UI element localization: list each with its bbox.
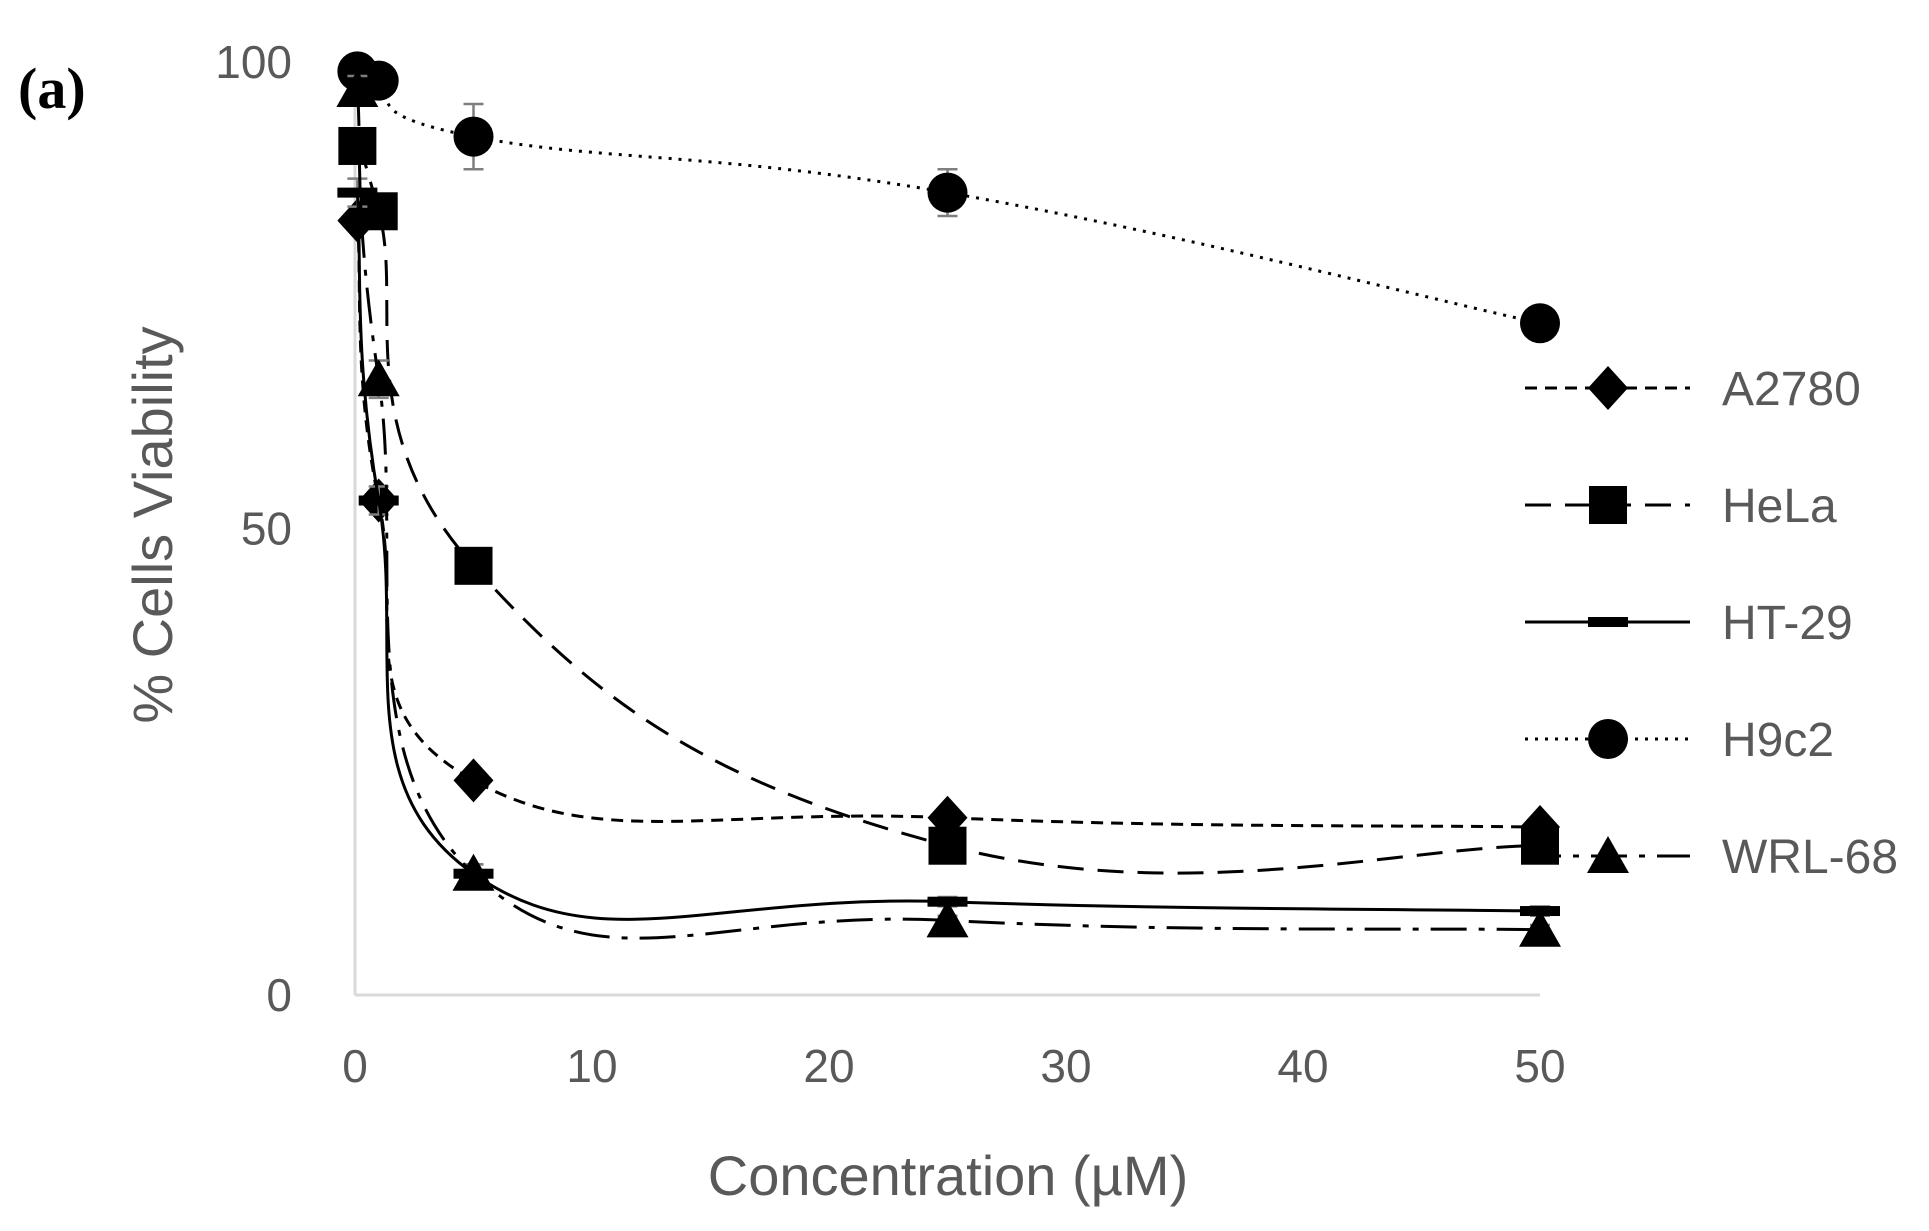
legend: A2780 HeLa HT-29 H9c2 WRL-68 (1525, 363, 1898, 884)
series-line (355, 89, 1541, 940)
data-point (928, 826, 967, 865)
y-axis-title: % Cells Viability (121, 326, 184, 723)
x-tick-label: 50 (1514, 1040, 1565, 1092)
series-line (355, 192, 1541, 921)
y-tick-label: 50 (241, 503, 292, 555)
legend-marker (1587, 836, 1629, 873)
legend-label: WRL-68 (1722, 831, 1898, 884)
series-line (355, 145, 1541, 875)
data-point (1519, 909, 1561, 947)
data-point (358, 495, 399, 506)
data-point (452, 853, 495, 891)
data-point (338, 126, 377, 165)
legend-item: A2780 (1525, 363, 1861, 416)
legend-item: HeLa (1525, 480, 1837, 533)
data-point (453, 758, 494, 803)
series-wrl-68 (336, 69, 1561, 947)
legend-item: H9c2 (1525, 714, 1834, 767)
data-point (1520, 303, 1560, 344)
x-tick-label: 40 (1277, 1040, 1328, 1092)
data-point (336, 69, 379, 107)
legend-item: HT-29 (1525, 597, 1853, 650)
x-axis-title: Concentration (µM) (708, 1144, 1188, 1207)
legend-label: HT-29 (1722, 597, 1853, 650)
legend-marker (1588, 617, 1628, 627)
plot-area (336, 51, 1561, 947)
legend-marker (1588, 366, 1628, 410)
series-a2780 (337, 198, 1560, 850)
legend-label: HeLa (1722, 480, 1837, 533)
data-point (454, 546, 493, 585)
legend-label: H9c2 (1722, 714, 1834, 767)
x-tick-label: 10 (566, 1040, 617, 1092)
x-tick-labels: 0 10 20 30 40 50 (342, 1040, 1565, 1092)
y-tick-labels: 0 50 100 (215, 36, 292, 1021)
data-point (453, 116, 494, 157)
data-point (926, 900, 969, 938)
legend-marker (1589, 486, 1627, 524)
data-point (337, 187, 378, 198)
x-tick-label: 20 (803, 1040, 854, 1092)
y-tick-label: 0 (266, 969, 292, 1021)
series-h9c2 (337, 51, 1560, 344)
data-point (357, 359, 400, 397)
panel-label: (a) (18, 56, 86, 121)
legend-item: WRL-68 (1525, 831, 1898, 884)
x-tick-label: 30 (1040, 1040, 1091, 1092)
data-point (1521, 826, 1559, 865)
data-point (927, 172, 968, 213)
x-tick-label: 0 (342, 1040, 368, 1092)
series-hela (338, 126, 1559, 875)
series-line (355, 220, 1541, 829)
legend-marker (1588, 719, 1628, 759)
data-point (359, 192, 398, 231)
legend-label: A2780 (1722, 363, 1861, 416)
y-tick-label: 100 (215, 36, 292, 88)
